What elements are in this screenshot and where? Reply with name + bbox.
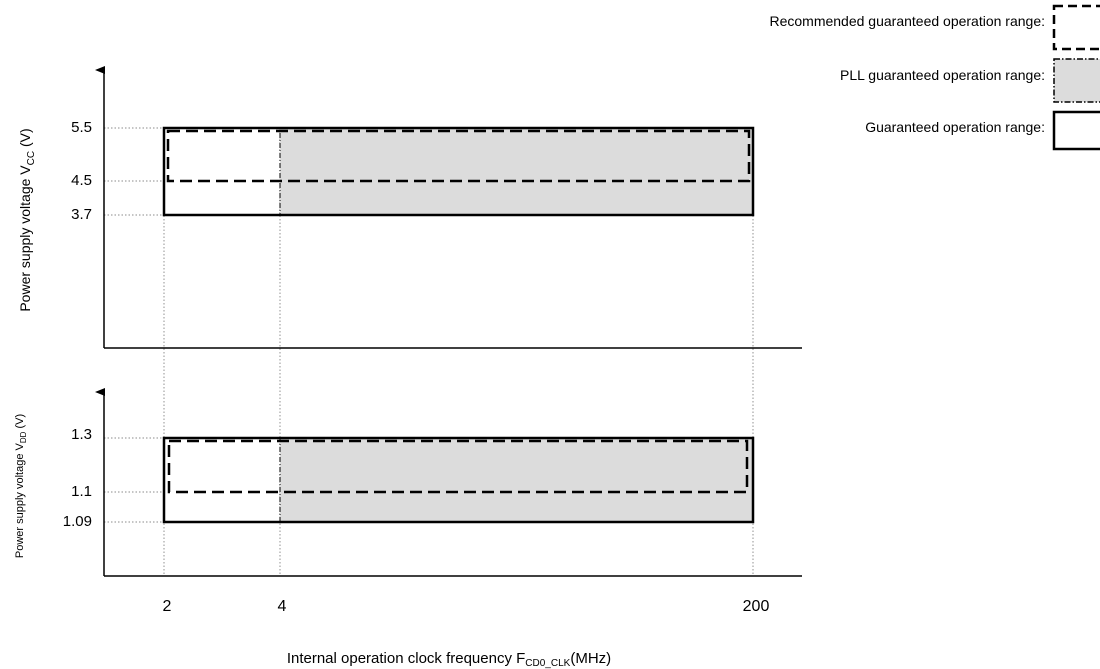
- legend-label-recommended: Recommended guaranteed operation range:: [769, 13, 1045, 29]
- vdd-pll-range-region: [279, 437, 754, 523]
- vdd-y-tick-1-1: 1.1: [71, 483, 92, 500]
- vdd-guaranteed-range-region: [162, 436, 755, 524]
- legend-swatch-guaranteed: [1052, 110, 1100, 151]
- x-tick-2: 2: [163, 598, 172, 615]
- vdd-y-axis-label: Power supply voltage VDD (V): [14, 414, 28, 558]
- vdd-y-tick-1-3: 1.3: [71, 426, 92, 443]
- legend-label-pll: PLL guaranteed operation range:: [840, 67, 1045, 83]
- x-tick-200: 200: [743, 598, 770, 615]
- vdd-y-tick-1-09: 1.09: [63, 513, 92, 530]
- legend-swatch-pll: [1053, 58, 1100, 103]
- vcc-y-tick-5-5: 5.5: [71, 119, 92, 136]
- legend-label-guaranteed: Guaranteed operation range:: [865, 119, 1045, 135]
- vdd-recommended-range-region: [167, 439, 749, 494]
- vcc-recommended-range-region: [166, 129, 751, 183]
- x-axis-ticks: 2 4 200: [163, 598, 770, 615]
- vcc-guaranteed-range-region: [162, 126, 755, 217]
- legend-swatch-recommended: [1052, 4, 1100, 51]
- vcc-y-tick-4-5: 4.5: [71, 172, 92, 189]
- x-axis-label: Internal operation clock frequency FCD0_…: [287, 650, 611, 669]
- vdd-chart: Power supply voltage VDD (V) 1.3 1.1 1.0…: [14, 388, 802, 577]
- vcc-chart: Power supply voltage VCC (V) 5.5 4.5 3.7: [17, 66, 802, 349]
- vcc-y-tick-3-7: 3.7: [71, 206, 92, 223]
- x-tick-4: 4: [278, 598, 287, 615]
- vcc-pll-range-region: [279, 127, 754, 216]
- vcc-y-axis-label: Power supply voltage VCC (V): [17, 128, 37, 311]
- legend: Recommended guaranteed operation range: …: [769, 4, 1100, 151]
